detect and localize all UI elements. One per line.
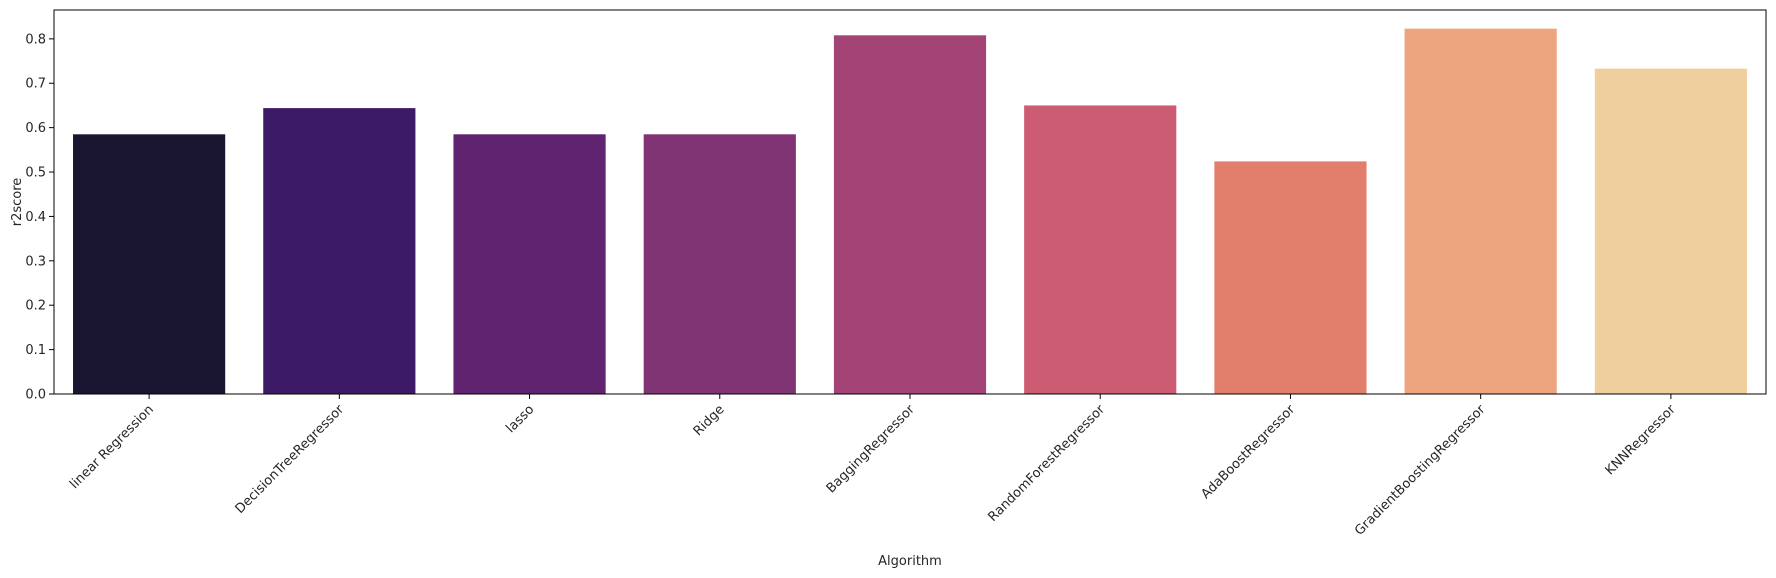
- x-axis-ticks: linear Regression DecisionTreeRegressor la…: [67, 394, 1679, 539]
- x-tick-label: Ridge: [691, 402, 728, 439]
- plot-frame: [53, 9, 1767, 395]
- bar-3: [643, 134, 796, 394]
- bars-group: [73, 28, 1747, 395]
- x-tick-label: lasso: [503, 402, 537, 436]
- bar-1: [263, 108, 416, 394]
- y-tick-label: 0.7: [25, 77, 46, 92]
- bar-2: [453, 134, 606, 394]
- y-tick-label: 0.3: [25, 254, 46, 269]
- bar-8: [1594, 68, 1747, 394]
- y-tick-label: 0.6: [25, 121, 46, 136]
- x-tick-label: GradientBoostingRegressor: [1352, 402, 1489, 539]
- x-axis-label: Algorithm: [878, 554, 942, 569]
- y-tick-label: 0.2: [25, 299, 46, 314]
- y-tick-label: 0.1: [25, 343, 46, 358]
- bar-6: [1214, 161, 1367, 394]
- bar-5: [1024, 105, 1177, 395]
- x-tick-label: AdaBoostRegressor: [1198, 402, 1298, 502]
- x-tick-label: KNNRegressor: [1603, 402, 1680, 479]
- bar-4: [833, 35, 987, 394]
- x-tick-label: BaggingRegressor: [824, 402, 919, 497]
- y-tick-label: 0.5: [25, 166, 46, 181]
- y-tick-label: 0.8: [25, 32, 46, 47]
- x-tick-label: DecisionTreeRegressor: [233, 402, 348, 517]
- x-tick-label: RandomForestRegressor: [985, 402, 1108, 525]
- y-tick-label: 0.4: [25, 210, 46, 225]
- bar-7: [1404, 28, 1557, 395]
- y-axis-ticks: 0.0 0.1 0.2 0.3 0.4 0.5 0.6 0.7 0.8: [25, 32, 54, 403]
- y-tick-label: 0.0: [25, 388, 46, 403]
- bar-0: [73, 134, 226, 394]
- x-tick-label: linear Regression: [67, 402, 157, 492]
- y-axis-label: r2score: [10, 178, 25, 227]
